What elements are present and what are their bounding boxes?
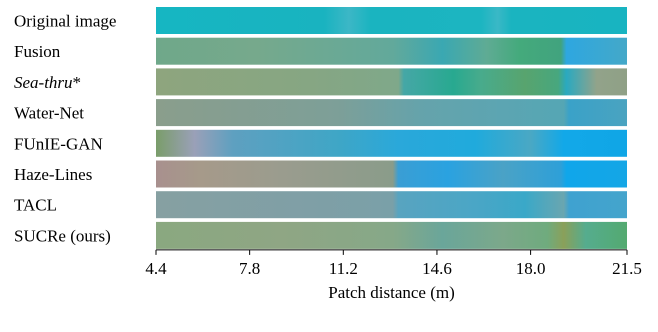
x-axis-label: Patch distance (m) bbox=[328, 283, 455, 302]
x-tick-label: 11.2 bbox=[329, 259, 358, 278]
x-tick-label: 21.5 bbox=[612, 259, 642, 278]
row-label-2: Fusion bbox=[14, 42, 61, 61]
chart-rows: Original image Fusion Sea-thru* Water-Net FU… bbox=[14, 7, 627, 249]
x-tick-label: 18.0 bbox=[516, 259, 546, 278]
color-strip-6 bbox=[156, 160, 627, 188]
color-strip-2 bbox=[156, 37, 627, 65]
row-label-5: FUnIE-GAN bbox=[14, 134, 103, 153]
color-strip-8 bbox=[156, 221, 627, 249]
row-label-1: Original image bbox=[14, 12, 116, 31]
x-tick-label: 4.4 bbox=[145, 259, 167, 278]
color-strip-4 bbox=[156, 99, 627, 127]
row-label-8: SUCRe (ours) bbox=[14, 226, 111, 245]
color-strip-7 bbox=[156, 191, 627, 219]
row-label-6: Haze-Lines bbox=[14, 165, 92, 184]
row-label-4: Water-Net bbox=[14, 104, 84, 123]
x-axis: 4.4 7.8 11.2 14.6 18.0 21.5 bbox=[145, 249, 642, 278]
color-strip-3 bbox=[156, 68, 627, 96]
color-strip-1 bbox=[156, 7, 627, 34]
row-label-7: TACL bbox=[14, 196, 57, 215]
row-label-3: Sea-thru* bbox=[14, 73, 81, 92]
x-tick-label: 14.6 bbox=[422, 259, 452, 278]
color-strip-5 bbox=[156, 129, 627, 157]
x-tick-label: 7.8 bbox=[239, 259, 260, 278]
